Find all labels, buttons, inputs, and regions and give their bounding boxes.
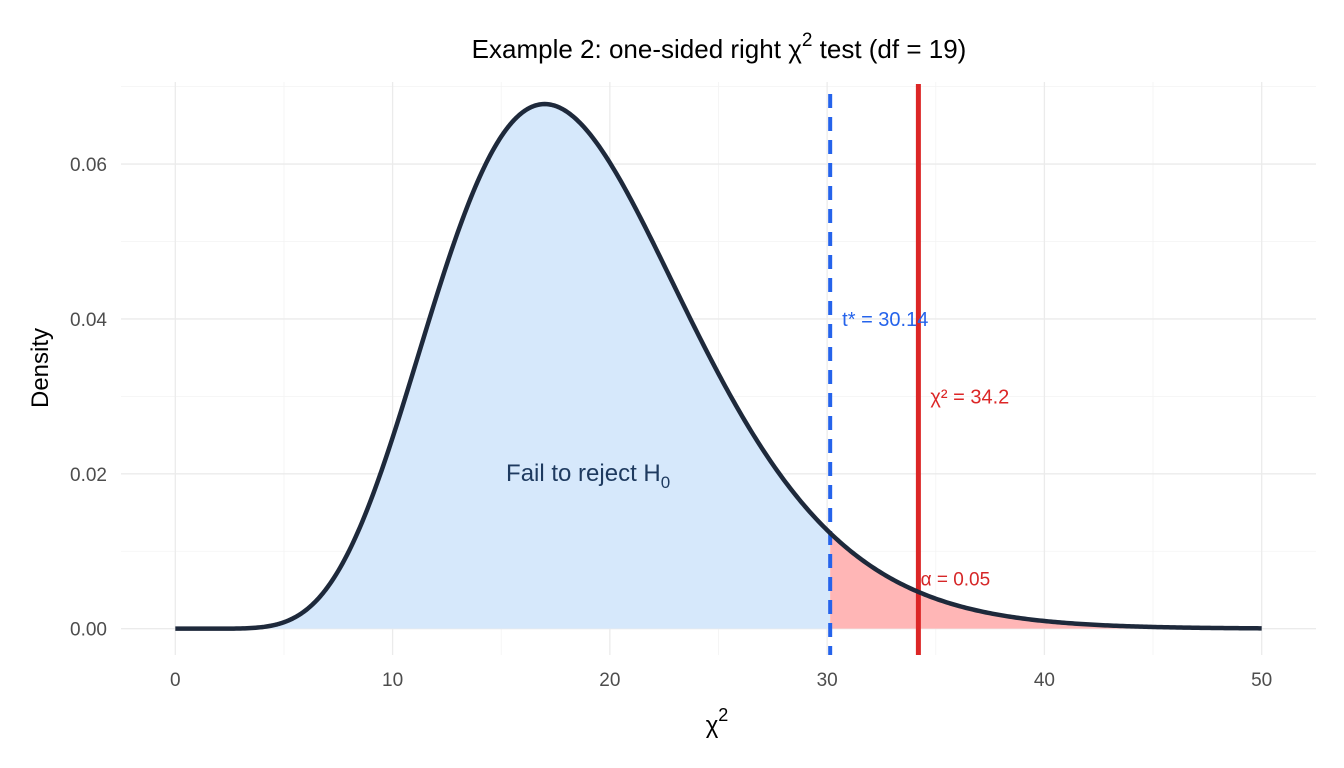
- x-tick-label: 10: [382, 670, 403, 691]
- y-axis-tick-labels: 0.00 0.02 0.04 0.06: [70, 155, 107, 641]
- y-tick-label: 0.06: [70, 155, 107, 176]
- chart-title-suffix: test (df = 19): [812, 34, 966, 64]
- x-tick-label: 50: [1251, 670, 1272, 691]
- test-statistic-label: χ² = 34.2: [930, 386, 1009, 408]
- y-tick-label: 0.00: [70, 620, 107, 641]
- rejection-region: [830, 533, 1262, 629]
- fail-to-reject-label-subscript: 0: [661, 473, 670, 492]
- x-tick-label: 20: [599, 670, 620, 691]
- x-axis-title-symbol: χ: [706, 712, 719, 739]
- critical-value-label: t* = 30.14: [842, 309, 928, 331]
- y-axis-title: Density: [27, 328, 54, 408]
- chart-title: Example 2: one-sided right χ2 test (df =…: [472, 30, 967, 64]
- fail-to-reject-label-text: Fail to reject H: [506, 460, 661, 487]
- chart-title-symbol: χ: [788, 34, 802, 64]
- y-tick-label: 0.04: [70, 310, 107, 331]
- x-tick-label: 30: [817, 670, 838, 691]
- x-tick-label: 40: [1034, 670, 1055, 691]
- x-axis-title-superscript: 2: [718, 705, 728, 725]
- y-tick-label: 0.02: [70, 465, 107, 486]
- density-curve: [175, 101, 1262, 631]
- fail-to-reject-label: Fail to reject H0: [506, 460, 670, 492]
- x-axis-title: χ2: [706, 705, 729, 739]
- x-tick-label: 0: [170, 670, 181, 691]
- x-axis-tick-labels: 0 10 20 30 40 50: [170, 670, 1272, 691]
- fail-to-reject-region: [175, 104, 831, 629]
- chart-title-prefix: Example 2: one-sided right: [472, 34, 789, 64]
- alpha-label: α = 0.05: [921, 569, 991, 590]
- chart-title-superscript: 2: [802, 30, 813, 51]
